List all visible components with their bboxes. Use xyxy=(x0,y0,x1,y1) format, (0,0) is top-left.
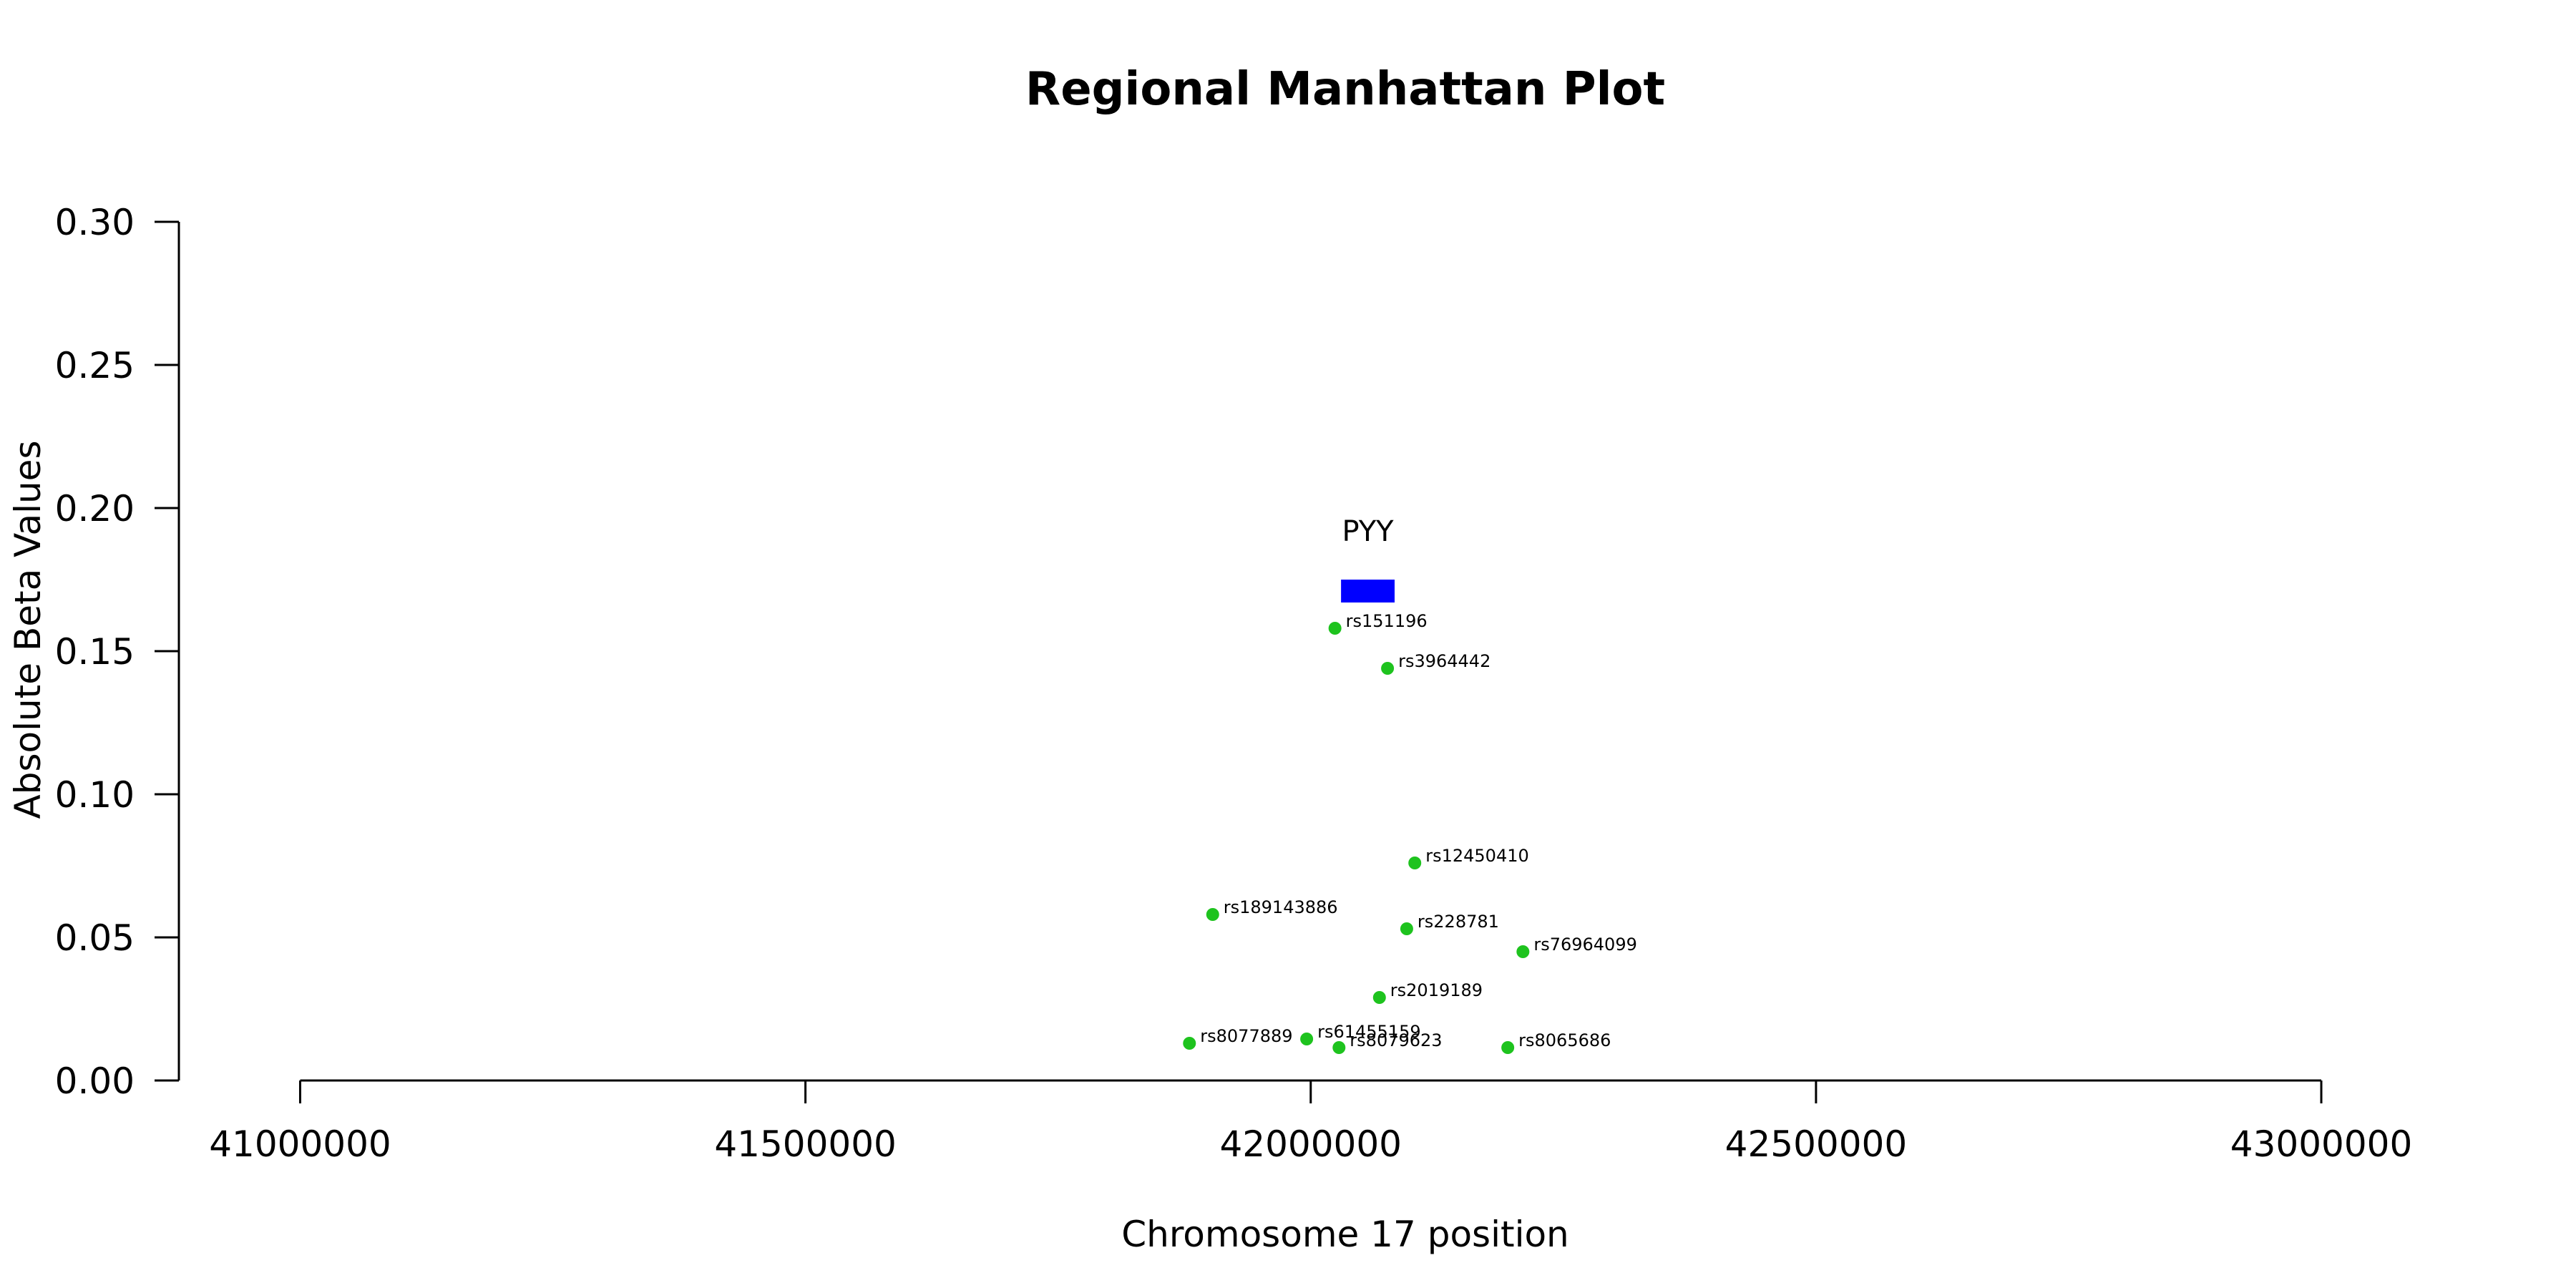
points-layer: rs151196 rs3964442 rs12450410 rs189143886 rs… xyxy=(1183,611,1637,1054)
y-tick-label: 0.25 xyxy=(55,345,135,386)
y-tick-label: 0.00 xyxy=(55,1060,135,1102)
snp-label: rs189143886 xyxy=(1224,897,1338,917)
snp-point xyxy=(1501,1041,1515,1054)
x-tick-label: 41000000 xyxy=(209,1123,391,1165)
snp-label: rs3964442 xyxy=(1398,651,1491,671)
snp-label: rs151196 xyxy=(1346,611,1428,631)
x-tick-label: 43000000 xyxy=(2230,1123,2413,1165)
snp-point xyxy=(1300,1033,1314,1045)
axes: 0.00 0.05 0.10 0.15 0.20 0.25 0.30 41000000 4150… xyxy=(55,202,2413,1165)
chart-title: Regional Manhattan Plot xyxy=(1025,63,1665,116)
y-tick-label: 0.05 xyxy=(55,917,135,959)
snp-point xyxy=(1206,908,1219,921)
snp-point xyxy=(1381,662,1395,675)
snp-label: rs76964099 xyxy=(1533,935,1637,955)
snp-label: rs12450410 xyxy=(1425,846,1529,866)
snp-label: rs228781 xyxy=(1418,912,1499,932)
snp-label: rs2019189 xyxy=(1390,980,1483,1000)
y-tick-label: 0.30 xyxy=(55,202,135,243)
snp-label: rs8077889 xyxy=(1200,1026,1292,1046)
snp-point xyxy=(1328,622,1342,635)
y-tick-label: 0.10 xyxy=(55,774,135,816)
gene-label: PYY xyxy=(1342,515,1394,548)
snp-point xyxy=(1408,857,1422,869)
y-tick-label: 0.20 xyxy=(55,488,135,530)
snp-point xyxy=(1183,1037,1196,1050)
snp-point xyxy=(1372,991,1386,1004)
snp-label: rs8065686 xyxy=(1518,1030,1611,1050)
y-axis-label: Absolute Beta Values xyxy=(7,441,49,819)
x-axis-label: Chromosome 17 position xyxy=(1121,1214,1569,1255)
x-tick-label: 42500000 xyxy=(1725,1123,1908,1165)
snp-label: rs8079623 xyxy=(1350,1030,1442,1050)
x-tick-label: 42000000 xyxy=(1220,1123,1402,1165)
snp-point xyxy=(1516,945,1530,958)
snp-label: rs61455159 xyxy=(1317,1022,1421,1042)
gene-bar xyxy=(1341,580,1395,602)
gene-layer: PYY xyxy=(1341,515,1395,602)
y-tick-label: 0.15 xyxy=(55,631,135,673)
snp-point xyxy=(1400,922,1413,935)
x-tick-label: 41500000 xyxy=(714,1123,897,1165)
snp-point xyxy=(1332,1041,1346,1054)
